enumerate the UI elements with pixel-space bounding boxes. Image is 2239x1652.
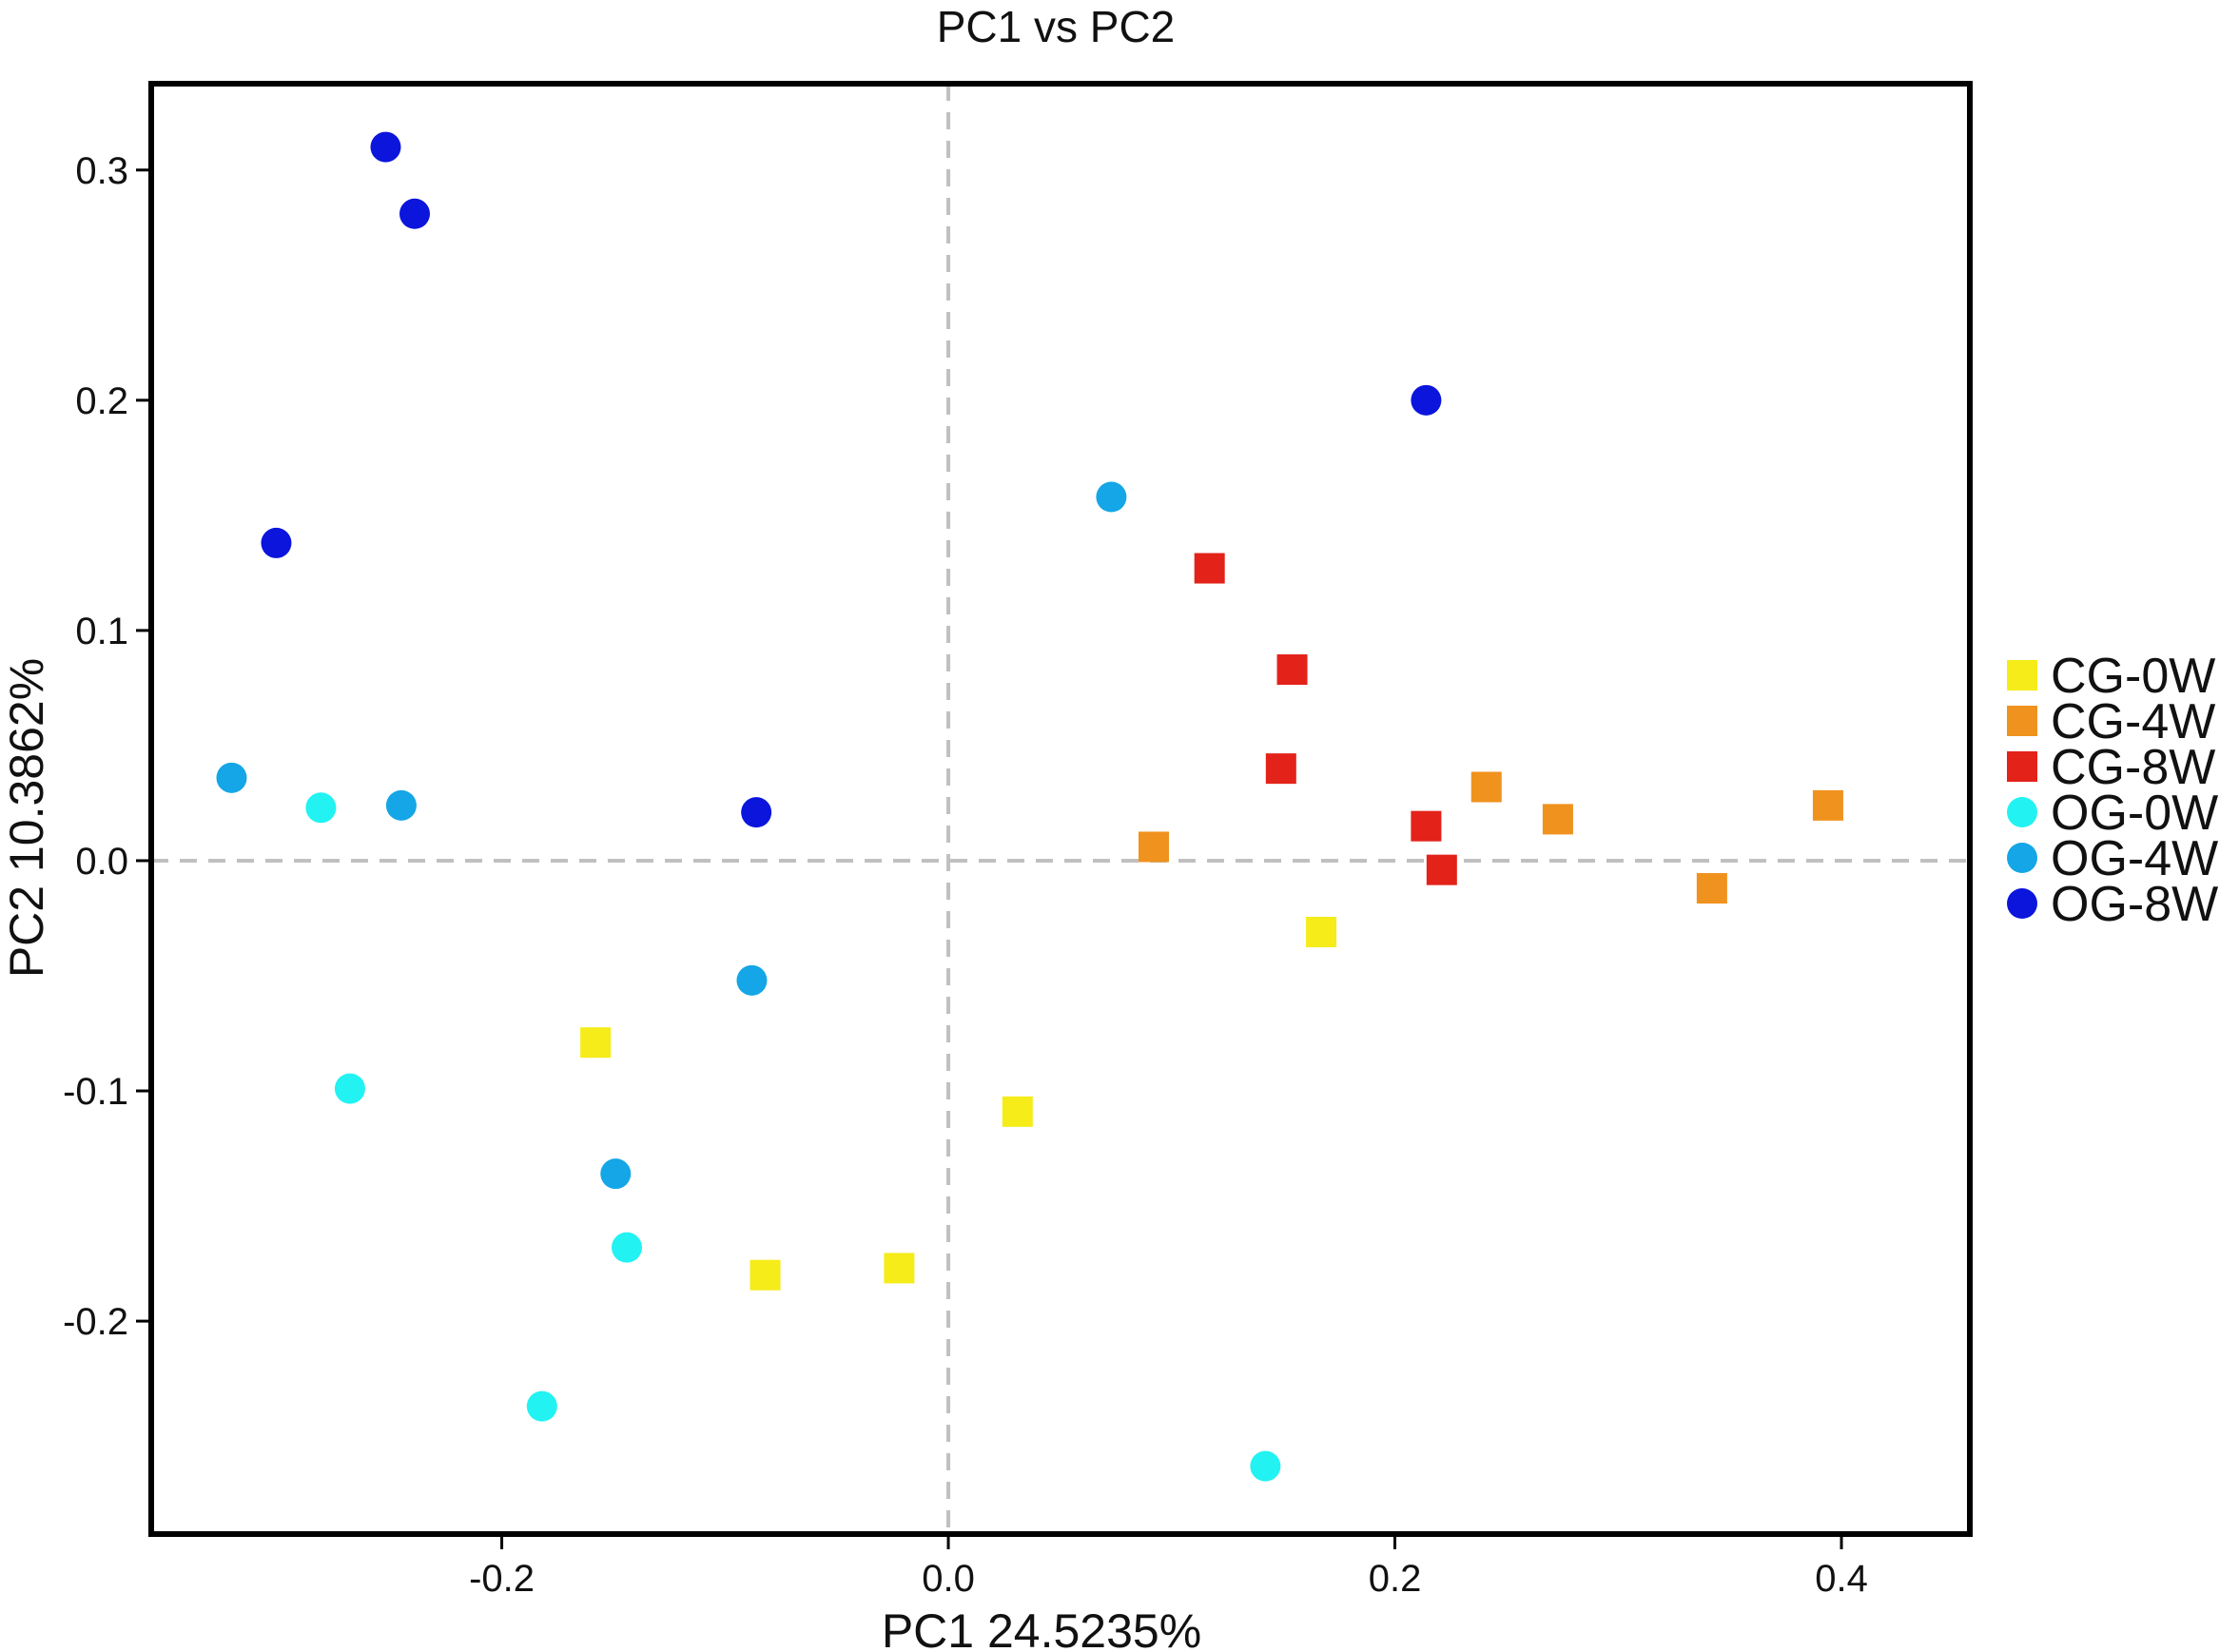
point-cg-8w [1194, 553, 1225, 584]
point-og-8w [741, 797, 772, 828]
point-og-0w [612, 1232, 643, 1263]
point-cg-0w [1306, 917, 1337, 948]
x-axis-label: PC1 24.5235% [882, 1604, 1201, 1652]
point-og-0w [305, 792, 337, 824]
chart-title: PC1 vs PC2 [937, 2, 1176, 51]
point-og-4w [600, 1158, 632, 1190]
point-cg-4w [1470, 771, 1502, 803]
point-og-4w [736, 964, 768, 996]
data-points [216, 131, 1843, 1482]
plot-frame [148, 81, 1973, 1537]
point-og-4w [1096, 481, 1127, 513]
legend-marker-og-4w [2007, 843, 2037, 873]
point-og-8w [399, 198, 430, 229]
legend-label-og-8w: OG-8W [2051, 877, 2218, 932]
point-og-8w [1411, 384, 1442, 416]
legend-marker-og-0w [2007, 797, 2037, 827]
point-cg-4w [1812, 789, 1843, 821]
point-cg-8w [1426, 854, 1457, 885]
y-tick-label: 0.1 [75, 611, 128, 652]
point-cg-4w [1139, 831, 1170, 863]
point-og-4w [216, 762, 247, 793]
y-tick-label: -0.1 [63, 1071, 128, 1113]
x-tick-label: 0.0 [922, 1558, 975, 1600]
point-cg-0w [884, 1253, 915, 1284]
y-axis-label: PC2 10.3862% [0, 658, 53, 978]
point-cg-4w [1696, 873, 1727, 904]
point-og-0w [1250, 1450, 1281, 1482]
x-tick-label: 0.4 [1815, 1558, 1868, 1600]
point-cg-0w [580, 1027, 612, 1059]
legend-label-cg-8w: CG-8W [2051, 740, 2215, 795]
legend-marker-cg-4w [2007, 706, 2037, 736]
point-cg-8w [1411, 810, 1442, 842]
point-cg-4w [1542, 804, 1573, 835]
point-og-8w [370, 131, 401, 163]
point-cg-8w [1276, 654, 1308, 686]
legend-label-og-0w: OG-0W [2051, 786, 2218, 841]
legend-marker-cg-0w [2007, 660, 2037, 690]
y-axis-ticks: -0.2 -0.1 0.0 0.1 0.2 0.3 [63, 150, 151, 1343]
point-cg-8w [1265, 753, 1296, 785]
point-cg-0w [1002, 1096, 1033, 1127]
x-tick-label: 0.2 [1369, 1558, 1422, 1600]
x-axis-ticks: -0.2 0.0 0.2 0.4 [469, 1534, 1868, 1600]
reference-lines [151, 84, 1970, 1534]
point-og-0w [334, 1073, 365, 1104]
y-tick-label: -0.2 [63, 1301, 128, 1343]
point-og-8w [261, 527, 292, 558]
point-cg-0w [750, 1259, 781, 1291]
legend-label-og-4w: OG-4W [2051, 831, 2218, 886]
legend-marker-og-8w [2007, 888, 2037, 919]
legend-label-cg-4w: CG-4W [2051, 694, 2215, 749]
legend-label-cg-0w: CG-0W [2051, 649, 2215, 704]
point-og-4w [385, 789, 417, 821]
y-tick-label: 0.2 [75, 380, 128, 422]
y-tick-label: 0.0 [75, 841, 128, 883]
y-tick-label: 0.3 [75, 150, 128, 192]
x-tick-label: -0.2 [469, 1558, 535, 1600]
point-og-0w [526, 1390, 557, 1422]
legend-marker-cg-8w [2007, 751, 2037, 782]
